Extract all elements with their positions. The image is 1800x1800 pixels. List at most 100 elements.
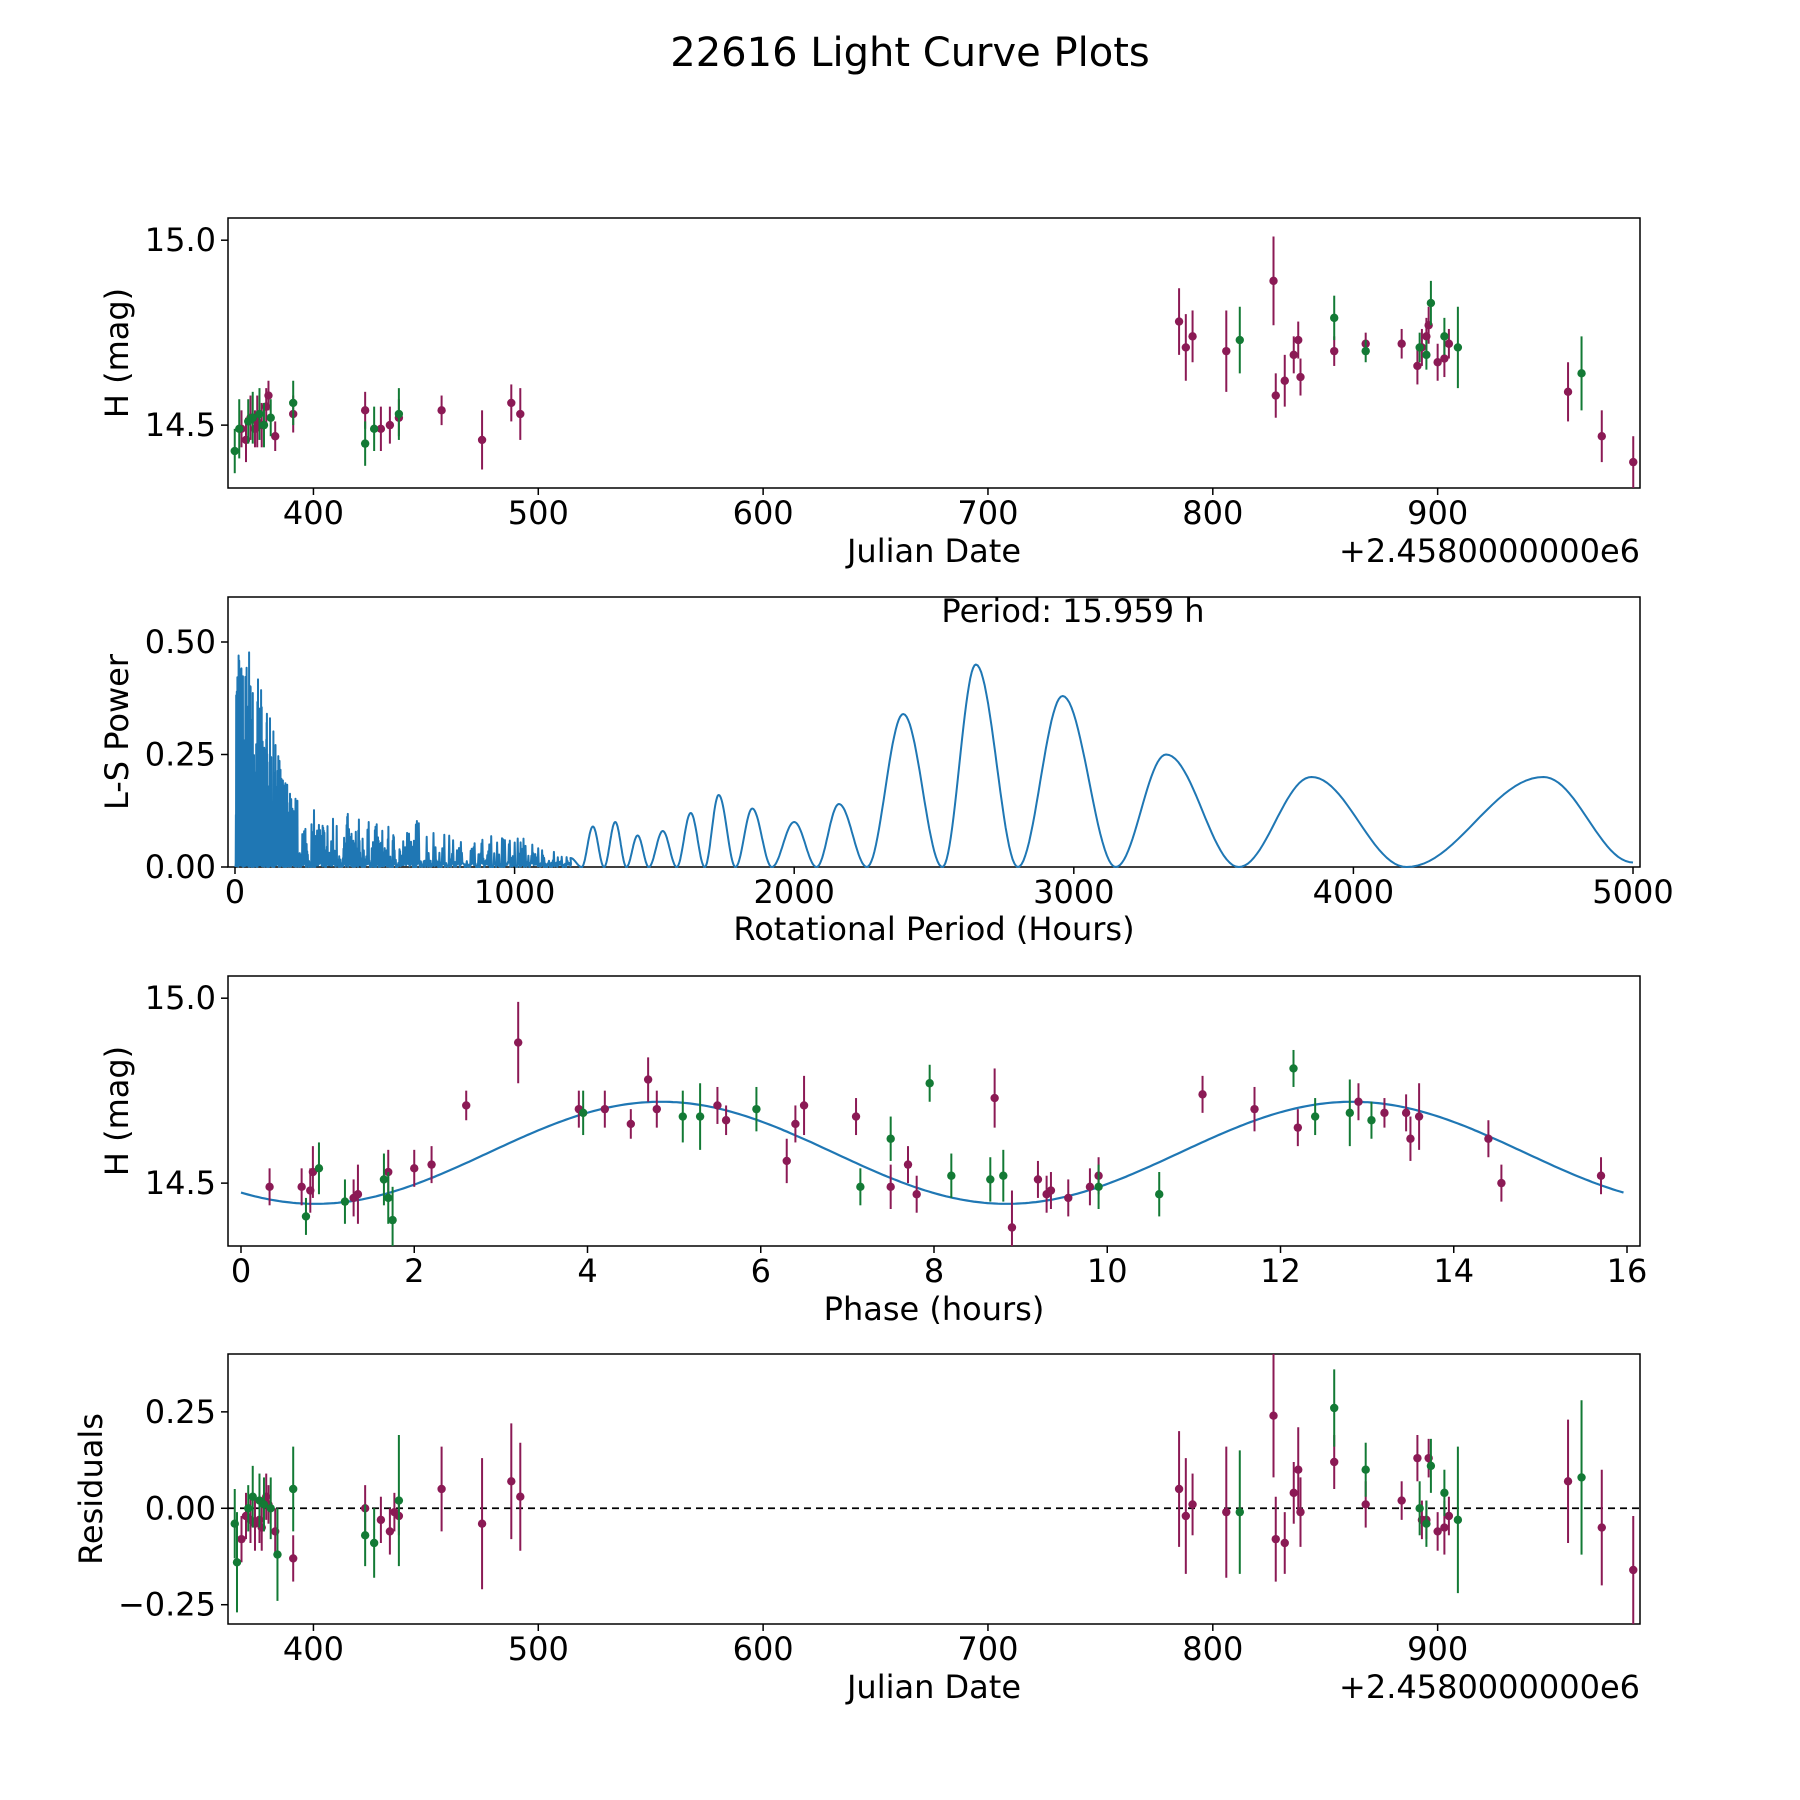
data-point — [1397, 339, 1406, 348]
data-point — [695, 1112, 705, 1121]
y-tick-label: 0.25 — [145, 736, 216, 774]
data-point — [1269, 1411, 1278, 1420]
data-point — [248, 413, 257, 422]
lightcurve-xlabel: Julian Date — [845, 532, 1021, 570]
data-point — [1422, 1519, 1431, 1528]
data-point — [1174, 317, 1184, 326]
data-point — [925, 1079, 934, 1088]
data-point — [516, 1492, 525, 1501]
data-point — [1345, 1108, 1355, 1118]
data-point — [516, 409, 525, 419]
data-point — [791, 1119, 800, 1129]
data-point — [360, 439, 370, 448]
x-tick-label: 800 — [1182, 1630, 1243, 1668]
lightcurve-panel: 400 500 600 700 800 900 14.5 15.0 Julian Date H… — [98, 217, 1641, 570]
data-point — [1361, 346, 1370, 356]
data-point — [244, 1504, 253, 1513]
data-point — [255, 409, 264, 419]
x-tick-label: 2000 — [753, 873, 834, 911]
data-point — [886, 1134, 895, 1143]
data-point — [903, 1160, 913, 1169]
phased-ylabel: H (mag) — [98, 1046, 136, 1176]
data-point — [600, 1104, 610, 1114]
residuals-points — [228, 1354, 1640, 1624]
periodogram-panel: 0 1000 2000 3000 4000 5000 0.00 0.25 0.50 Period… — [98, 592, 1674, 948]
data-point — [1629, 457, 1638, 467]
data-point — [1188, 332, 1197, 341]
data-point — [369, 1538, 379, 1548]
data-point — [1094, 1182, 1103, 1192]
data-point — [232, 1558, 242, 1567]
data-point — [388, 1215, 397, 1225]
data-point — [477, 1519, 487, 1528]
data-point — [289, 1484, 298, 1494]
data-point — [477, 435, 487, 445]
x-tick-label: 6 — [751, 1252, 771, 1290]
x-tick-label: 500 — [508, 1630, 569, 1668]
data-point — [230, 446, 239, 456]
data-point — [947, 1171, 956, 1180]
data-point — [266, 413, 275, 422]
data-point — [462, 1101, 471, 1110]
data-point — [273, 1550, 282, 1559]
data-point — [1433, 358, 1442, 367]
data-point — [1453, 343, 1463, 352]
data-point — [643, 1075, 653, 1084]
data-point — [1444, 339, 1454, 348]
data-point — [1289, 1064, 1298, 1073]
data-point — [394, 409, 404, 419]
data-point — [301, 1212, 311, 1221]
y-tick-label: −0.25 — [118, 1586, 216, 1624]
data-point — [912, 1190, 921, 1199]
data-point — [1330, 313, 1339, 323]
y-tick-label: 14.5 — [145, 1164, 216, 1202]
x-tick-label: 0 — [231, 1252, 251, 1290]
x-tick-label: 500 — [508, 494, 569, 532]
data-point — [369, 424, 379, 434]
data-point — [289, 398, 298, 408]
data-point — [1415, 343, 1424, 352]
data-point — [271, 432, 280, 441]
periodogram-xlabel: Rotational Period (Hours) — [733, 910, 1134, 948]
data-point — [360, 406, 370, 415]
data-point — [353, 1190, 363, 1199]
data-point — [1330, 1457, 1339, 1467]
residuals-ylabel: Residuals — [72, 1413, 110, 1565]
residuals-x-offset: +2.4580000000e6 — [1339, 1668, 1640, 1706]
y-tick-label: 14.5 — [145, 406, 216, 444]
data-point — [1563, 387, 1573, 397]
data-point — [507, 398, 516, 408]
x-tick-label: 600 — [733, 494, 794, 532]
data-point — [1440, 1523, 1449, 1532]
data-point — [379, 1175, 389, 1184]
figure-title: 22616 Light Curve Plots — [670, 30, 1149, 76]
data-point — [1046, 1186, 1056, 1195]
data-point — [1181, 1511, 1191, 1521]
data-point — [1250, 1104, 1259, 1114]
periodogram-ylabel: L-S Power — [98, 653, 136, 810]
x-tick-label: 12 — [1260, 1252, 1301, 1290]
periodogram-line — [234, 651, 1634, 868]
data-point — [1269, 276, 1278, 286]
phased-points — [240, 1001, 1624, 1246]
data-point — [1361, 1500, 1370, 1509]
data-point — [437, 1484, 446, 1494]
y-tick-label: 0.25 — [145, 1393, 216, 1431]
data-point — [1296, 1507, 1305, 1517]
data-point — [427, 1160, 436, 1169]
x-tick-label: 1000 — [474, 873, 555, 911]
data-point — [1296, 372, 1305, 382]
data-point — [1310, 1112, 1320, 1121]
data-point — [1629, 1565, 1638, 1575]
period-annotation: Period: 15.959 h — [941, 592, 1204, 630]
data-point — [297, 1182, 306, 1192]
data-point — [782, 1156, 791, 1166]
phased-axes-frame — [227, 975, 1641, 1247]
x-tick-label: 900 — [1407, 1630, 1468, 1668]
phased-xlabel: Phase (hours) — [824, 1290, 1045, 1328]
data-point — [1426, 1461, 1436, 1471]
x-tick-label: 700 — [957, 1630, 1018, 1668]
data-point — [626, 1119, 636, 1129]
x-tick-label: 14 — [1433, 1252, 1474, 1290]
